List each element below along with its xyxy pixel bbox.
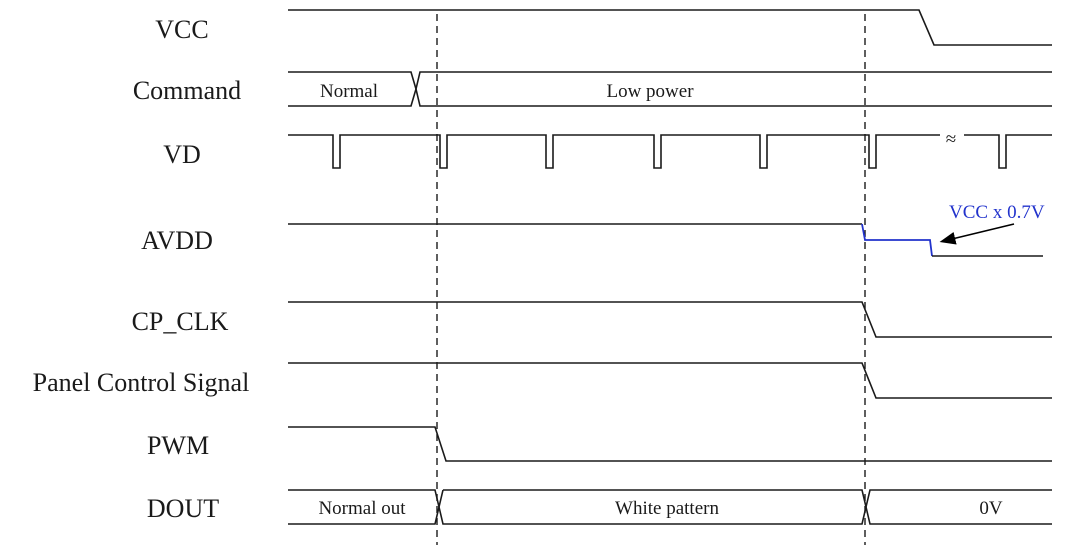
dout-state-zero: 0V — [979, 498, 1003, 519]
signal-label-dout: DOUT — [147, 494, 219, 523]
signal-label-panel-control: Panel Control Signal — [33, 368, 250, 397]
signal-label-avdd: AVDD — [141, 226, 213, 255]
avdd-annotation: VCC x 0.7V — [949, 202, 1045, 223]
signal-label-vcc: VCC — [155, 15, 208, 44]
waveform-vd — [288, 134, 940, 169]
waveform-avdd-drop — [861, 223, 933, 257]
waveform-vcc — [288, 9, 1052, 46]
waveform-command — [288, 71, 1052, 107]
signal-label-command: Command — [133, 76, 241, 105]
command-state-low-power: Low power — [606, 81, 694, 102]
dout-state-white-pattern: White pattern — [615, 498, 719, 519]
signal-label-cp-clk: CP_CLK — [132, 307, 229, 336]
waveform-panel-control — [288, 362, 1052, 399]
break-mark: ≈ — [946, 129, 956, 150]
annotation-arrow — [939, 223, 1015, 245]
signal-label-vd: VD — [163, 140, 201, 169]
waveform-dout — [288, 489, 1052, 525]
signal-label-pwm: PWM — [147, 431, 209, 460]
dout-state-normal-out: Normal out — [318, 498, 406, 519]
waveform-vd-tail — [964, 134, 1052, 169]
command-state-normal: Normal — [320, 81, 378, 102]
waveform-cp-clk — [288, 301, 1052, 338]
waveform-pwm — [288, 426, 1052, 462]
